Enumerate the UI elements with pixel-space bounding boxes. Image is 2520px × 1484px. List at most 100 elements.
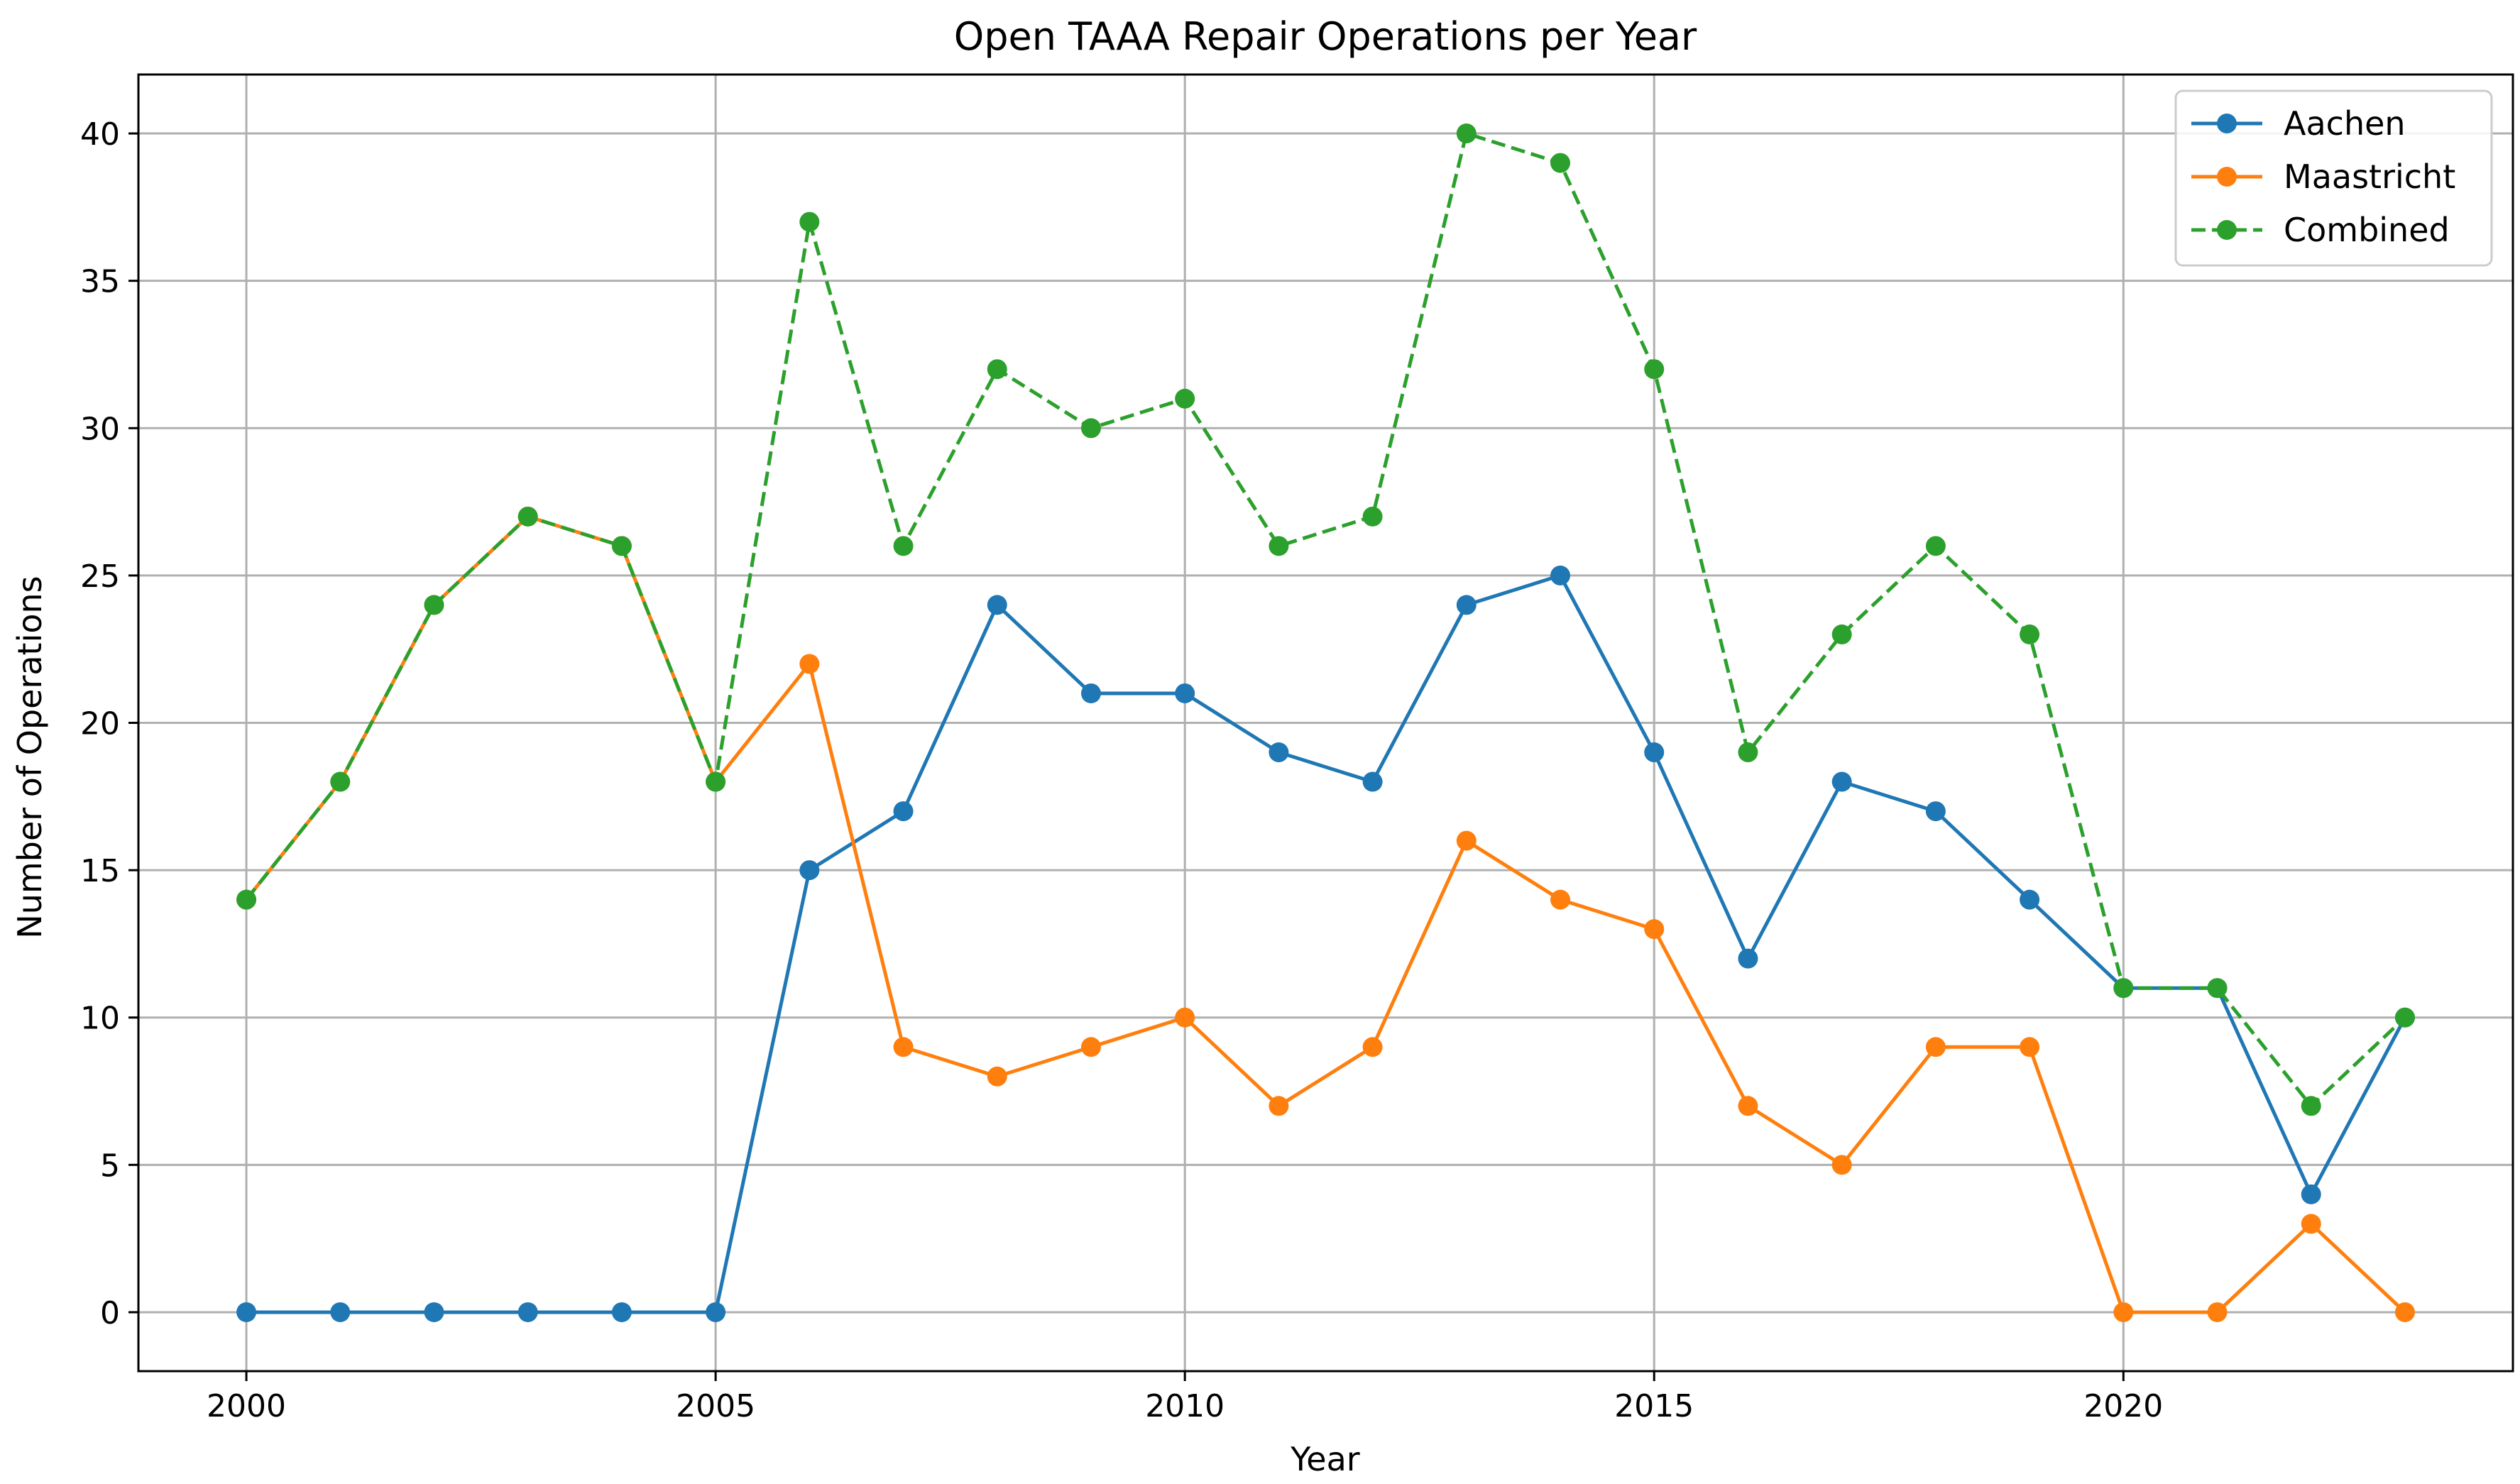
point-combined-2009 xyxy=(1080,418,1101,439)
x-axis-label: Year xyxy=(1290,1440,1359,1478)
point-combined-2017 xyxy=(1831,624,1852,644)
legend-entry-combined: Combined xyxy=(2191,211,2450,249)
point-maastricht-2021 xyxy=(2207,1302,2228,1322)
legend-marker-combined xyxy=(2217,220,2237,240)
point-combined-2015 xyxy=(1644,359,1665,380)
point-maastricht-2023 xyxy=(2394,1302,2415,1322)
series-layer xyxy=(236,123,2415,1322)
point-combined-2000 xyxy=(236,889,257,910)
legend-label-aachen: Aachen xyxy=(2284,104,2406,143)
point-aachen-2009 xyxy=(1080,683,1101,703)
point-combined-2013 xyxy=(1456,123,1477,144)
grid-lines xyxy=(138,75,2513,1371)
point-aachen-2017 xyxy=(1831,771,1852,792)
point-maastricht-2007 xyxy=(893,1037,914,1057)
point-maastricht-2006 xyxy=(799,654,820,674)
x-axis: 2000 2005 2010 2015 2020 xyxy=(207,1371,2163,1424)
point-combined-2010 xyxy=(1175,388,1195,409)
series-line-aachen xyxy=(246,573,2407,1314)
point-combined-2019 xyxy=(2020,624,2040,644)
point-maastricht-2018 xyxy=(1925,1037,1946,1057)
point-aachen-2011 xyxy=(1269,742,1289,763)
legend-marker-aachen xyxy=(2217,114,2237,133)
point-combined-2002 xyxy=(424,595,444,615)
point-aachen-2012 xyxy=(1362,771,1383,792)
point-combined-2016 xyxy=(1738,742,1758,763)
x-tick-label-2015: 2015 xyxy=(1614,1388,1694,1424)
x-tick-label-2000: 2000 xyxy=(207,1388,286,1424)
point-maastricht-2008 xyxy=(987,1066,1007,1087)
point-aachen-2022 xyxy=(2301,1184,2321,1204)
point-aachen-2006 xyxy=(799,860,820,881)
point-maastricht-2011 xyxy=(1269,1096,1289,1116)
legend-label-maastricht: Maastricht xyxy=(2284,158,2455,196)
point-aachen-2001 xyxy=(330,1302,351,1322)
chart-title: Open TAAA Repair Operations per Year xyxy=(954,14,1697,59)
point-maastricht-2010 xyxy=(1175,1007,1195,1028)
point-aachen-2018 xyxy=(1925,801,1946,822)
legend-box xyxy=(2174,89,2493,267)
x-tick-label-2010: 2010 xyxy=(1145,1388,1225,1424)
point-combined-2007 xyxy=(893,536,914,556)
point-combined-2006 xyxy=(799,211,820,232)
x-tick-label-2005: 2005 xyxy=(676,1388,755,1424)
point-aachen-2007 xyxy=(893,801,914,822)
y-tick-label-30: 30 xyxy=(80,411,120,447)
y-tick-label-40: 40 xyxy=(80,116,120,153)
point-combined-2023 xyxy=(2394,1007,2415,1028)
point-combined-2004 xyxy=(611,536,632,556)
point-combined-2008 xyxy=(987,359,1007,380)
point-aachen-2000 xyxy=(236,1302,257,1322)
y-tick-label-5: 5 xyxy=(100,1148,120,1184)
y-tick-label-25: 25 xyxy=(80,559,120,595)
point-combined-2018 xyxy=(1925,536,1946,556)
y-tick-label-35: 35 xyxy=(80,264,120,300)
point-aachen-2016 xyxy=(1738,948,1758,969)
series-aachen xyxy=(236,565,2415,1322)
point-combined-2021 xyxy=(2207,978,2228,999)
point-aachen-2015 xyxy=(1644,742,1665,763)
point-combined-2012 xyxy=(1362,506,1383,527)
point-maastricht-2012 xyxy=(1362,1037,1383,1057)
point-maastricht-2014 xyxy=(1550,889,1571,910)
point-combined-2011 xyxy=(1269,536,1289,556)
point-aachen-2004 xyxy=(611,1302,632,1322)
y-axis-label: Number of Operations xyxy=(11,576,49,938)
point-aachen-2003 xyxy=(517,1302,538,1322)
point-aachen-2005 xyxy=(706,1302,726,1322)
point-combined-2003 xyxy=(517,506,538,527)
x-tick-label-2020: 2020 xyxy=(2083,1388,2163,1424)
point-aachen-2013 xyxy=(1456,595,1477,615)
point-combined-2001 xyxy=(330,771,351,792)
y-tick-label-20: 20 xyxy=(80,706,120,742)
point-combined-2022 xyxy=(2301,1096,2321,1116)
point-combined-2014 xyxy=(1550,153,1571,173)
point-maastricht-2016 xyxy=(1738,1096,1758,1116)
point-maastricht-2020 xyxy=(2113,1302,2134,1322)
y-tick-label-10: 10 xyxy=(80,1001,120,1037)
point-combined-2020 xyxy=(2113,978,2134,999)
y-axis: 0 5 10 15 20 25 30 35 40 xyxy=(80,116,138,1331)
point-aachen-2008 xyxy=(987,595,1007,615)
point-maastricht-2015 xyxy=(1644,919,1665,940)
y-tick-label-15: 15 xyxy=(80,853,120,889)
legend: Aachen Maastricht Combined xyxy=(2174,89,2493,267)
legend-marker-maastricht xyxy=(2217,167,2237,187)
point-aachen-2014 xyxy=(1550,565,1571,586)
point-maastricht-2013 xyxy=(1456,830,1477,851)
legend-label-combined: Combined xyxy=(2284,211,2450,249)
point-aachen-2019 xyxy=(2020,889,2040,910)
series-combined xyxy=(236,123,2415,1116)
point-maastricht-2022 xyxy=(2301,1214,2321,1234)
point-maastricht-2017 xyxy=(1831,1155,1852,1175)
point-maastricht-2009 xyxy=(1080,1037,1101,1057)
series-line-combined xyxy=(245,131,2406,1108)
y-tick-label-0: 0 xyxy=(100,1295,120,1331)
legend-entry-maastricht: Maastricht xyxy=(2191,158,2455,196)
point-combined-2005 xyxy=(706,771,726,792)
point-maastricht-2019 xyxy=(2020,1037,2040,1057)
point-aachen-2010 xyxy=(1175,683,1195,703)
legend-entry-aachen: Aachen xyxy=(2191,104,2406,143)
point-aachen-2002 xyxy=(424,1302,444,1322)
